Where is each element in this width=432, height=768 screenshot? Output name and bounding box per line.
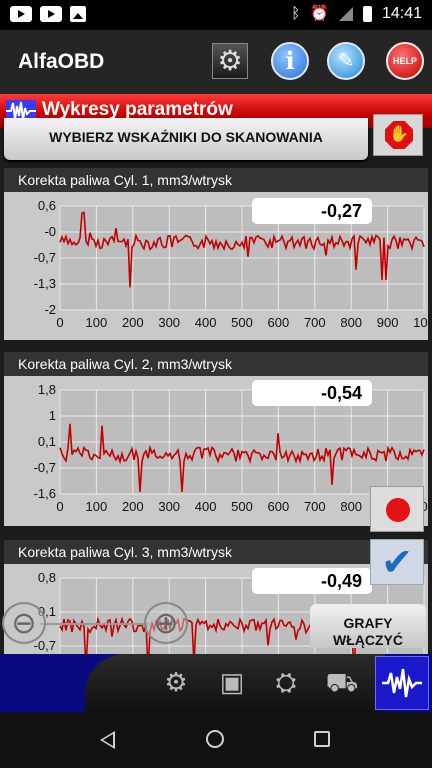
confirm-check-button[interactable]: ✔	[370, 539, 424, 585]
bluetooth-icon: ᛒ	[291, 5, 301, 22]
y-tick-label: 0,6	[38, 198, 56, 213]
grafy-label: GRAFY WŁĄCZYĆ	[333, 615, 403, 648]
chart-title: Korekta paliwa Cyl. 2, mm3/wtrysk	[4, 352, 428, 376]
recents-icon[interactable]	[314, 731, 330, 747]
settings-gear-button[interactable]: ⚙	[212, 43, 248, 79]
alarm-icon: ⏰	[310, 5, 329, 22]
y-tick-label: 1,8	[38, 382, 56, 397]
series-line	[59, 211, 425, 288]
x-tick-label: 200	[122, 499, 144, 514]
chart-value: -0,54	[252, 380, 372, 406]
x-tick-label: 400	[195, 315, 217, 330]
x-tick-label: 600	[268, 499, 290, 514]
graphs-tab-button[interactable]	[375, 656, 429, 710]
youtube-icon	[10, 6, 32, 22]
youtube-icon	[40, 6, 62, 22]
y-tick-label: -0,7	[34, 250, 56, 265]
ecu-icon[interactable]: ▣	[219, 667, 245, 697]
x-tick-label: 100	[86, 499, 108, 514]
waveform-icon	[382, 668, 422, 698]
stop-button[interactable]: ✋	[373, 114, 423, 156]
toolbar-dial	[85, 654, 385, 712]
chart-value: -0,49	[252, 568, 372, 594]
screen-title: Wykresy parametrów	[42, 99, 233, 120]
series-line	[59, 423, 425, 493]
y-tick-label: -0,7	[34, 460, 56, 475]
x-tick-label: 800	[340, 315, 362, 330]
chart-panel-cyl1: Korekta paliwa Cyl. 1, mm3/wtrysk 0,6 -0 -…	[4, 168, 428, 340]
select-indicators-label: WYBIERZ WSKAŹNIKI DO SKANOWANIA	[49, 129, 323, 145]
signal-icon	[338, 7, 353, 21]
zoom-track	[40, 623, 150, 625]
info-button[interactable]: i	[271, 42, 309, 80]
app-title: AlfaOBD	[18, 50, 105, 73]
connection-link-button[interactable]: ✎	[327, 42, 365, 80]
x-tick-label: 0	[56, 315, 63, 330]
x-tick-label: 300	[158, 315, 180, 330]
help-button[interactable]: HELP	[386, 42, 424, 80]
select-indicators-button[interactable]: WYBIERZ WSKAŹNIKI DO SKANOWANIA	[4, 118, 368, 160]
y-tick-label: -2	[44, 302, 56, 317]
grafy-enable-button[interactable]: GRAFY WŁĄCZYĆ	[310, 604, 426, 648]
y-tick-label: -1,6	[34, 486, 56, 501]
stop-hand-icon: ✋	[385, 121, 413, 149]
chart-value: -0,27	[252, 198, 372, 224]
y-tick-label: 1	[49, 408, 56, 423]
bottom-toolbar: ⚙ ▣ ⛭ ⛟	[0, 654, 432, 712]
chart-cyl2[interactable]: 1,8 1 0,1 -0,7 -1,60 100 200 300 400 500 600 700 800…	[4, 376, 428, 526]
status-time: 14:41	[381, 5, 422, 22]
x-tick-label: 700	[304, 499, 326, 514]
y-tick-label: -0	[44, 224, 56, 239]
image-icon	[70, 6, 86, 22]
x-tick-label: 0	[56, 499, 63, 514]
x-tick-label: 200	[122, 315, 144, 330]
y-tick-label: 0,1	[38, 434, 56, 449]
system-nav-bar	[0, 712, 432, 768]
zoom-in-button[interactable]: ⊕	[144, 602, 188, 644]
x-tick-label: 400	[195, 499, 217, 514]
record-button[interactable]	[370, 486, 424, 532]
back-icon[interactable]	[100, 731, 115, 749]
zoom-out-button[interactable]: ⊖	[2, 602, 46, 644]
record-icon	[386, 498, 410, 522]
x-tick-label: 300	[158, 499, 180, 514]
home-icon[interactable]	[206, 730, 224, 748]
chart-title: Korekta paliwa Cyl. 3, mm3/wtrysk	[4, 540, 428, 564]
x-tick-label: 100	[413, 315, 428, 330]
x-tick-label: 700	[304, 315, 326, 330]
x-tick-label: 800	[340, 499, 362, 514]
x-tick-label: 900	[377, 315, 399, 330]
chart-panel-cyl2: Korekta paliwa Cyl. 2, mm3/wtrysk 1,8 1 0,…	[4, 352, 428, 526]
chart-cyl1[interactable]: 0,6 -0 -0,7 -1,3 -20 100 200 300 400 500 600 700 800…	[4, 192, 428, 340]
engine-icon[interactable]: ⛭	[275, 667, 297, 697]
battery-icon	[362, 6, 372, 22]
diagnostics-icon[interactable]: ⚙	[164, 667, 188, 697]
x-tick-label: 500	[231, 499, 253, 514]
status-bar: ᛒ ⏰ 14:41	[0, 0, 432, 30]
car-icon[interactable]: ⛟	[325, 667, 359, 697]
x-tick-label: 100	[86, 315, 108, 330]
waveform-icon	[6, 100, 36, 122]
chart-title: Korekta paliwa Cyl. 1, mm3/wtrysk	[4, 168, 428, 192]
y-tick-label: -0,7	[34, 638, 56, 653]
x-tick-label: 500	[231, 315, 253, 330]
y-tick-label: -1,3	[34, 276, 56, 291]
y-tick-label: 0,8	[38, 570, 56, 585]
x-tick-label: 600	[268, 315, 290, 330]
